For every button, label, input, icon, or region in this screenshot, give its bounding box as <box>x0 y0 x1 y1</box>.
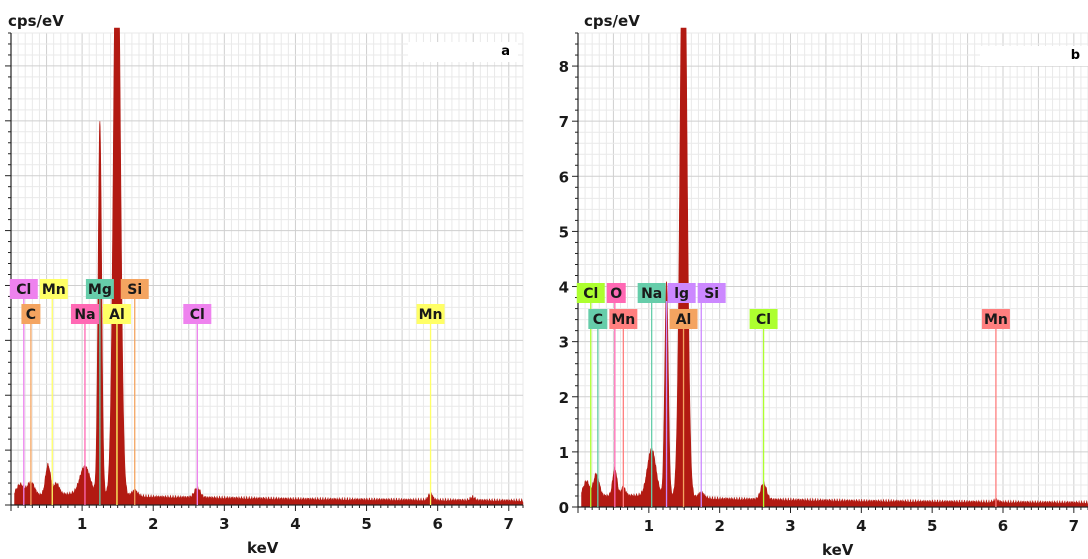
grid <box>10 32 524 506</box>
x-tick-label: 5 <box>361 515 371 533</box>
x-tick-label: 5 <box>927 517 937 535</box>
x-tick-label: 6 <box>432 515 442 533</box>
x-tick-label: 3 <box>219 515 229 533</box>
element-label-box <box>588 309 608 329</box>
element-label: Mn <box>611 312 635 328</box>
element-label-box <box>697 283 726 303</box>
x-axis-title: keV <box>247 539 279 557</box>
spectrum-area <box>581 27 1088 508</box>
element-label-box <box>183 304 212 324</box>
element-label-box <box>39 279 68 299</box>
element-label: Na <box>74 307 95 323</box>
element-label: Na <box>641 286 662 302</box>
y-tick-label: 1 <box>559 444 569 462</box>
x-tick-label: 7 <box>504 515 514 533</box>
element-label-box <box>609 309 638 329</box>
element-label-box <box>70 304 99 324</box>
element-label: Cl <box>190 307 205 323</box>
x-tick-label: 1 <box>77 515 87 533</box>
element-label-box <box>102 304 131 324</box>
element-label-box <box>120 279 149 299</box>
y-tick-label: 3 <box>559 334 569 352</box>
element-label: Si <box>704 286 719 302</box>
spectrum-panel-b: cps/eV 1 2 3 4 5 6 7 0 1 2 3 4 5 6 7 8 Cl C O Mn Na lg Al Si Cl M… <box>556 0 1088 559</box>
x-tick-label: 6 <box>998 517 1008 535</box>
element-label: Mn <box>419 307 443 323</box>
element-label-box <box>21 304 41 324</box>
x-tick-label: 7 <box>1069 517 1079 535</box>
element-label: Cl <box>16 282 31 298</box>
x-tick-label: 4 <box>856 517 866 535</box>
element-label: Al <box>676 312 692 328</box>
element-label-box <box>9 279 38 299</box>
element-label-box <box>576 283 605 303</box>
x-tick-label: 2 <box>714 517 724 535</box>
element-label: Mg <box>88 282 112 298</box>
y-tick-label: 6 <box>559 168 569 186</box>
element-label-box <box>749 309 778 329</box>
element-label: O <box>610 286 622 302</box>
grid <box>577 32 1088 508</box>
panel-label: b <box>980 46 1088 66</box>
spectrum-area <box>14 27 524 506</box>
panel-label: a <box>408 42 518 62</box>
y-tick-label: 0 <box>559 499 569 517</box>
y-unit-label: cps/eV <box>584 12 640 30</box>
y-unit-label: cps/eV <box>8 12 64 30</box>
x-axis-title: keV <box>822 541 854 559</box>
element-label-box <box>606 283 626 303</box>
element-label: Mn <box>42 282 66 298</box>
element-label: Si <box>127 282 142 298</box>
element-label: Cl <box>583 286 598 302</box>
y-tick-label: 8 <box>559 58 569 76</box>
element-label-box <box>416 304 445 324</box>
element-label: Al <box>109 307 125 323</box>
x-tick-label: 1 <box>644 517 654 535</box>
element-label-box <box>669 309 698 329</box>
element-label: lg <box>674 286 689 302</box>
element-label: C <box>26 307 36 323</box>
y-tick-label: 7 <box>559 113 569 131</box>
spectrum-panel-a: cps/eV 1 2 3 4 5 6 7 Cl C Mn Na Mg Al Si Cl Mn a keV <box>0 0 530 559</box>
element-label-box <box>667 283 696 303</box>
x-tick-label: 3 <box>785 517 795 535</box>
spectrum-chart-b: 1 2 3 4 5 6 7 0 1 2 3 4 5 6 7 8 Cl CO Mn Na lg Al Si Cl Mn <box>559 27 1088 535</box>
element-label-box <box>981 309 1010 329</box>
y-tick-label: 4 <box>559 279 569 297</box>
element-label: Cl <box>756 312 771 328</box>
x-tick-label: 4 <box>290 515 300 533</box>
y-tick-label: 5 <box>559 223 569 241</box>
element-label-box <box>85 279 114 299</box>
x-tick-label: 2 <box>148 515 158 533</box>
element-label: Mn <box>984 312 1008 328</box>
element-label-box <box>637 283 666 303</box>
y-tick-label: 2 <box>559 389 569 407</box>
element-label: C <box>593 312 603 328</box>
